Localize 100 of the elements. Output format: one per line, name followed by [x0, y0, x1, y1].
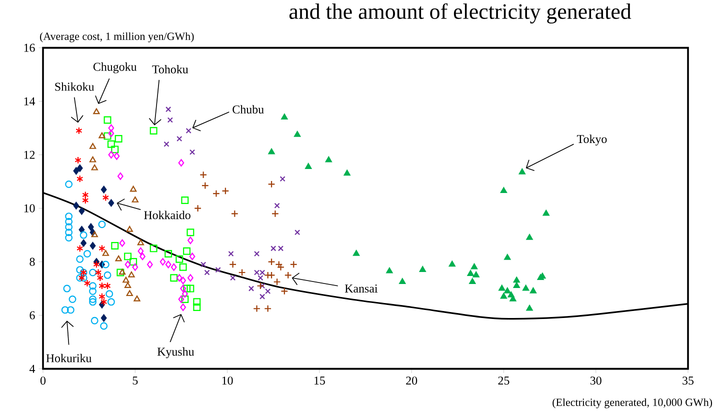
point [181, 296, 189, 304]
text: Chubu [232, 105, 264, 114]
point [256, 282, 264, 290]
point [170, 274, 178, 282]
x-tick-label: 25 [498, 376, 510, 385]
point [167, 117, 173, 123]
point [108, 124, 114, 132]
x-tick-label: 15 [314, 376, 325, 385]
point [108, 151, 114, 159]
point [176, 274, 182, 282]
point [230, 275, 236, 281]
text: Shikoku [55, 82, 94, 91]
point [268, 180, 276, 188]
point [104, 132, 112, 140]
point [78, 207, 85, 215]
y-tick-label: 14 [24, 97, 36, 106]
point [222, 187, 230, 195]
point [186, 284, 194, 292]
x-tick-label: 30 [590, 376, 602, 385]
point [76, 175, 84, 183]
point [253, 304, 261, 312]
point [65, 218, 73, 226]
x-tick-label: 0 [40, 376, 46, 385]
point [186, 228, 194, 236]
point [89, 282, 96, 290]
point [124, 252, 132, 260]
point [467, 270, 474, 276]
point [65, 228, 73, 236]
point [132, 196, 138, 203]
point [386, 268, 393, 274]
point [102, 194, 109, 202]
point [90, 317, 98, 324]
point [98, 220, 106, 228]
point [201, 182, 209, 190]
point [504, 254, 511, 260]
point [89, 296, 96, 304]
point [200, 262, 206, 268]
point [78, 226, 85, 234]
point [187, 236, 194, 244]
point [344, 170, 350, 176]
point [504, 288, 511, 294]
text: Hokuriku [46, 354, 92, 362]
point [130, 186, 137, 192]
point [352, 250, 360, 256]
point [526, 304, 533, 311]
point [138, 247, 144, 255]
point [146, 260, 153, 268]
point [93, 108, 100, 114]
point [189, 252, 196, 260]
point [200, 171, 208, 179]
point [124, 282, 132, 288]
point [128, 272, 135, 278]
x-tick-label: 20 [406, 376, 418, 385]
point [137, 239, 144, 246]
point [238, 268, 246, 276]
point [89, 143, 96, 150]
point [114, 135, 122, 143]
point [522, 284, 530, 291]
point [73, 167, 80, 175]
point [179, 264, 187, 271]
point [513, 276, 520, 283]
point [89, 288, 96, 296]
point [122, 276, 130, 283]
point [273, 278, 281, 286]
point [419, 266, 426, 272]
point [98, 132, 106, 138]
x-axis-title: (Electricity generated, 10,000 GWh) [552, 398, 712, 408]
point [76, 164, 83, 172]
point [91, 231, 98, 238]
point [180, 276, 186, 284]
x-tick-label: 35 [682, 376, 694, 385]
point [164, 250, 172, 258]
point [189, 149, 196, 156]
point [76, 127, 82, 135]
point [89, 268, 96, 276]
point [187, 274, 194, 282]
point [140, 252, 146, 260]
point [513, 282, 520, 288]
y-tick-label: 10 [24, 204, 35, 212]
point [124, 260, 131, 268]
x-tick-label: 5 [132, 376, 138, 385]
point [88, 223, 94, 231]
point [73, 202, 80, 210]
point [63, 284, 71, 292]
point [114, 152, 120, 160]
point [111, 242, 119, 250]
point [204, 270, 210, 276]
point [275, 260, 283, 268]
point [65, 223, 73, 231]
point [274, 202, 280, 209]
point [470, 264, 478, 270]
point [254, 251, 260, 257]
point [126, 226, 133, 232]
point [100, 314, 107, 322]
point [271, 210, 279, 218]
text: Chugoku [93, 62, 137, 74]
point [186, 128, 192, 134]
point [508, 292, 514, 298]
point [83, 250, 91, 258]
x-tick-label: 10 [222, 376, 233, 385]
